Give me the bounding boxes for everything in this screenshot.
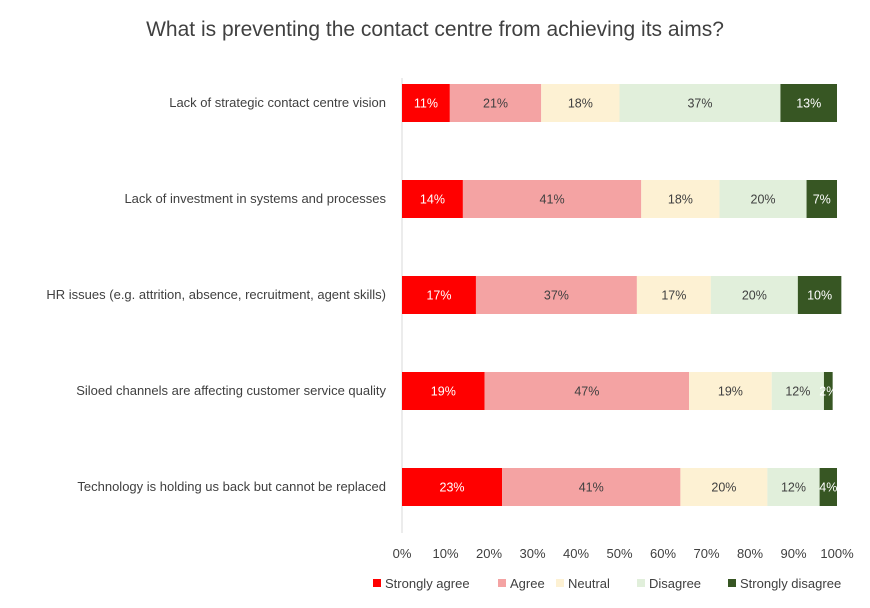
bar-segment — [402, 84, 450, 122]
bar-segment — [402, 180, 463, 218]
bar-segment — [541, 84, 620, 122]
data-label: 12% — [781, 481, 806, 495]
x-tick-label: 80% — [737, 546, 763, 561]
category-label: HR issues (e.g. attrition, absence, recr… — [46, 287, 386, 302]
data-label: 18% — [668, 193, 693, 207]
bar-segment — [771, 372, 824, 410]
legend-label: Strongly disagree — [740, 576, 841, 591]
bars-layer: 11% 21% 18% 37% 13% 14% 41% 18% 20% 7% 17% 37% 17% 20… — [402, 84, 842, 506]
data-label: 47% — [574, 385, 599, 399]
x-axis-ticks: 0% 10% 20% 30% 40% 50% 60% 70% 80% 90% 100% — [393, 546, 854, 561]
x-tick-label: 40% — [563, 546, 589, 561]
x-tick-label: 60% — [650, 546, 676, 561]
x-tick-label: 10% — [432, 546, 458, 561]
legend-swatch — [637, 579, 645, 587]
data-label: 21% — [483, 97, 508, 111]
bar-segment — [819, 468, 837, 506]
x-tick-label: 50% — [606, 546, 632, 561]
data-label: 17% — [426, 289, 451, 303]
bar-segment — [484, 372, 690, 410]
bar-segment — [502, 468, 681, 506]
legend-label: Neutral — [568, 576, 610, 591]
data-label: 23% — [440, 481, 465, 495]
data-label: 12% — [785, 385, 810, 399]
legend: Strongly agree Agree Neutral Disagree Strong… — [373, 576, 841, 591]
bar-segment — [710, 276, 798, 314]
bar-segment — [462, 180, 642, 218]
x-tick-label: 70% — [693, 546, 719, 561]
bar-segment — [767, 468, 820, 506]
data-label: 19% — [718, 385, 743, 399]
x-tick-label: 100% — [820, 546, 854, 561]
legend-swatch — [498, 579, 506, 587]
bar-segment — [719, 180, 807, 218]
bar-segment — [641, 180, 720, 218]
data-label: 13% — [796, 97, 821, 111]
data-label: 41% — [579, 481, 604, 495]
bar-segment — [797, 276, 842, 314]
data-label: 17% — [661, 289, 686, 303]
bar-segment — [780, 84, 837, 122]
bar-segment — [402, 372, 485, 410]
bar-segment — [636, 276, 711, 314]
legend-label: Disagree — [649, 576, 701, 591]
bar-segment — [689, 372, 772, 410]
bar-segment — [449, 84, 542, 122]
chart-title: What is preventing the contact centre fr… — [146, 18, 724, 41]
bar-segment — [475, 276, 637, 314]
category-label: Lack of investment in systems and proces… — [124, 191, 386, 206]
data-label: 7% — [813, 193, 831, 207]
data-label: 11% — [414, 97, 438, 111]
x-tick-label: 20% — [476, 546, 502, 561]
x-tick-label: 0% — [393, 546, 412, 561]
category-label: Siloed channels are affecting customer s… — [76, 383, 386, 398]
bar-segment — [680, 468, 768, 506]
bar-segment — [402, 276, 476, 314]
data-label: 14% — [420, 193, 445, 207]
data-label: 37% — [687, 97, 712, 111]
data-label: 4% — [819, 481, 837, 495]
bar-segment — [823, 372, 833, 410]
bar-segment — [402, 468, 503, 506]
data-label: 2% — [819, 385, 837, 399]
data-label: 19% — [431, 385, 456, 399]
data-label: 20% — [742, 289, 767, 303]
data-label: 18% — [568, 97, 593, 111]
data-label: 10% — [807, 289, 832, 303]
data-label: 20% — [711, 481, 736, 495]
data-label: 37% — [544, 289, 569, 303]
category-label: Technology is holding us back but cannot… — [77, 479, 386, 494]
bar-segment — [806, 180, 837, 218]
data-label: 20% — [751, 193, 776, 207]
data-label: 41% — [540, 193, 565, 207]
legend-label: Strongly agree — [385, 576, 470, 591]
category-label: Lack of strategic contact centre vision — [169, 95, 386, 110]
legend-swatch — [728, 579, 736, 587]
legend-swatch — [373, 579, 381, 587]
legend-swatch — [556, 579, 564, 587]
legend-label: Agree — [510, 576, 545, 591]
x-tick-label: 90% — [780, 546, 806, 561]
category-labels: Lack of strategic contact centre vision L… — [46, 95, 386, 494]
bar-segment — [619, 84, 781, 122]
x-tick-label: 30% — [519, 546, 545, 561]
